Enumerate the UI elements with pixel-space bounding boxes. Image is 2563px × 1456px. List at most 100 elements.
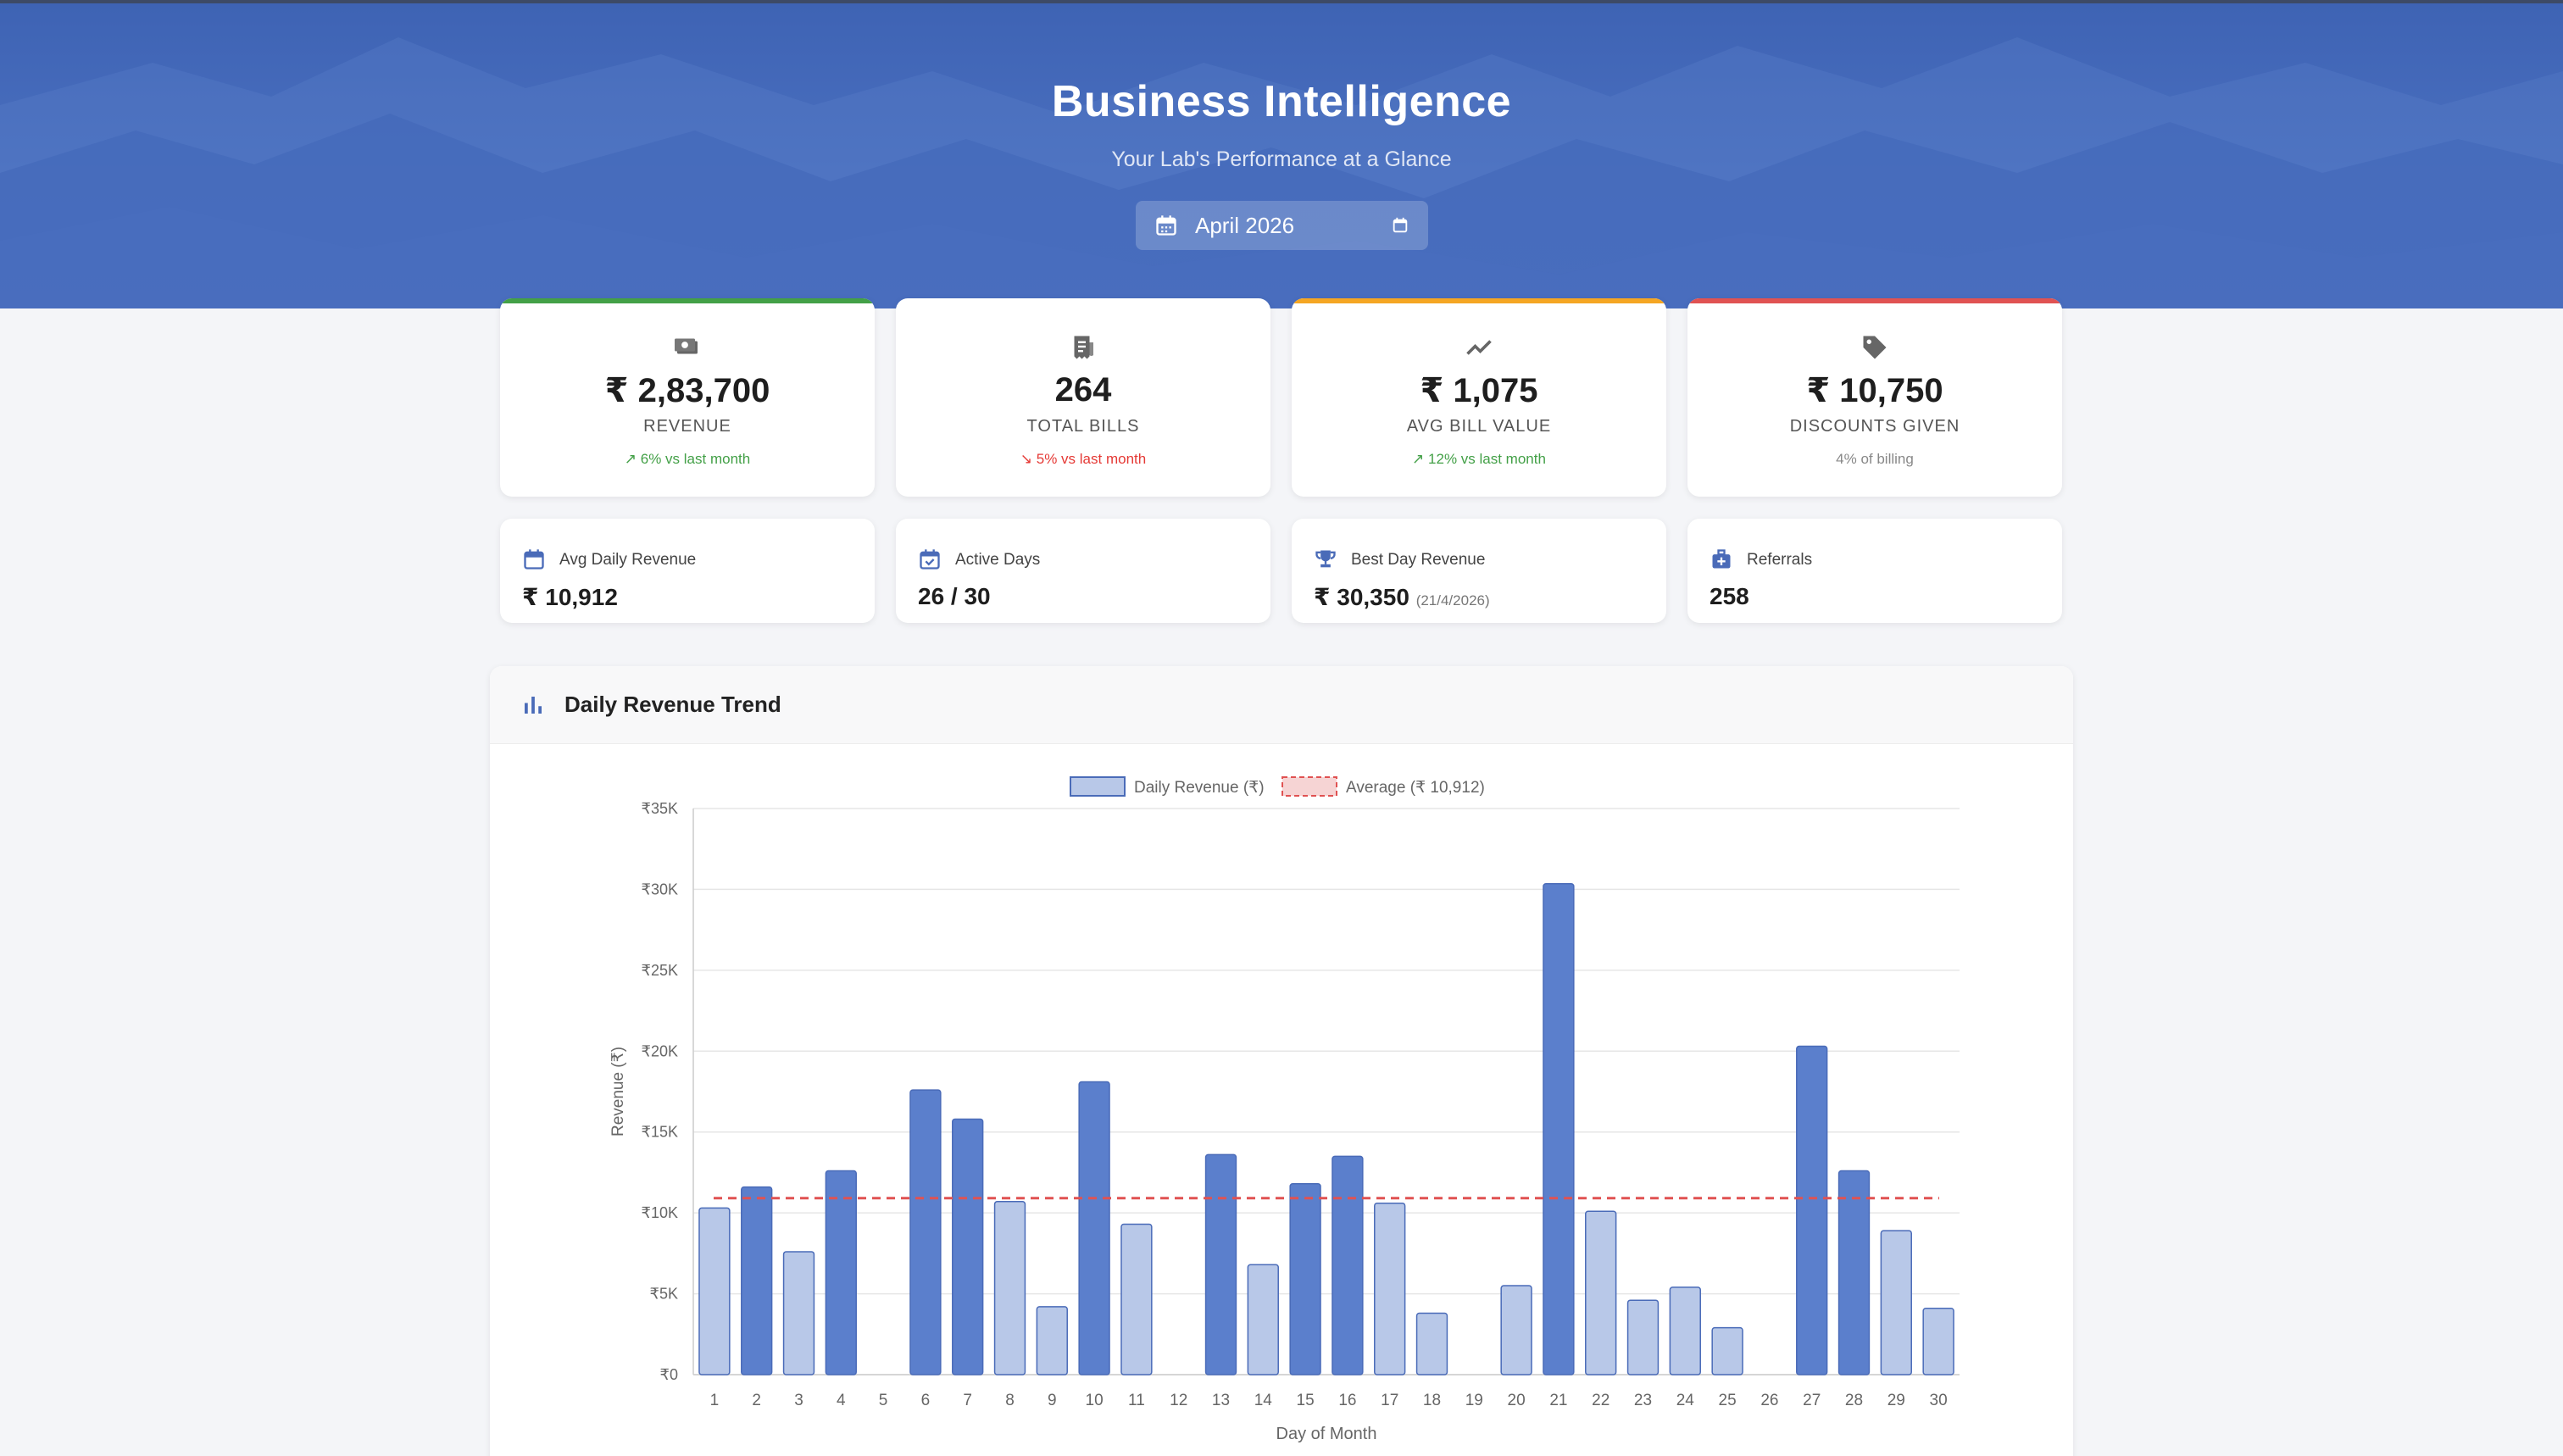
kpi-change: ↘ 5% vs last month bbox=[1020, 451, 1147, 467]
daily-revenue-chart-card: Daily Revenue Trend ₹0 ₹5K ₹10K ₹15K ₹20K ₹25… bbox=[490, 666, 2073, 1456]
x-tick-label: 3 bbox=[794, 1392, 803, 1409]
bar-day-30 bbox=[1922, 1307, 1954, 1375]
bar-day-13 bbox=[1204, 1153, 1237, 1375]
chart-header: Daily Revenue Trend bbox=[490, 666, 2073, 744]
tag-icon bbox=[1863, 336, 1887, 359]
x-tick-label: 19 bbox=[1465, 1392, 1483, 1409]
kpi-change: ↗ 12% vs last month bbox=[1412, 451, 1546, 467]
x-tick-label: 10 bbox=[1086, 1392, 1104, 1409]
bar-day-24 bbox=[1669, 1287, 1701, 1375]
calendar-check-icon bbox=[920, 549, 940, 570]
y-tick-label: ₹0 bbox=[660, 1366, 678, 1383]
kpi-label: AVG BILL VALUE bbox=[1406, 417, 1552, 436]
month-picker[interactable]: April 2026 bbox=[1136, 201, 1428, 250]
bar-day-1 bbox=[698, 1207, 731, 1375]
kpi-value: ₹ 2,83,700 bbox=[604, 372, 770, 409]
kpi-value: ₹ 1,075 bbox=[1420, 372, 1538, 409]
x-tick-label: 28 bbox=[1845, 1392, 1863, 1409]
legend-label-average: Average (₹ 10,912) bbox=[1346, 779, 1485, 797]
bar-day-27 bbox=[1796, 1045, 1828, 1375]
stat-note: (21/4/2026) bbox=[1415, 592, 1490, 609]
x-tick-label: 1 bbox=[710, 1392, 720, 1409]
bar-day-21 bbox=[1543, 882, 1575, 1375]
x-tick-label: 4 bbox=[837, 1392, 846, 1409]
x-tick-label: 7 bbox=[963, 1392, 972, 1409]
x-tick-label: 25 bbox=[1719, 1392, 1737, 1409]
stat-card-best-day-revenue: Best Day Revenue ₹ 30,350 (21/4/2026) bbox=[1292, 519, 1666, 623]
x-tick-label: 29 bbox=[1888, 1392, 1905, 1409]
bar-day-2 bbox=[741, 1186, 773, 1375]
x-tick-label: 26 bbox=[1760, 1392, 1778, 1409]
trending-up-icon bbox=[1466, 340, 1492, 355]
stat-card-avg-daily-revenue: Avg Daily Revenue ₹ 10,912 bbox=[500, 519, 875, 623]
x-tick-label: 14 bbox=[1254, 1392, 1273, 1409]
legend-swatch-daily-revenue bbox=[1070, 776, 1126, 797]
kpi-label: TOTAL BILLS bbox=[1026, 417, 1140, 436]
trending-up-icon: ↗ bbox=[1412, 451, 1425, 467]
stat-value: ₹ 30,350 (21/4/2026) bbox=[1314, 584, 1490, 610]
stat-value: ₹ 10,912 bbox=[522, 584, 618, 610]
receipt-icon bbox=[1074, 336, 1093, 359]
kpi-label: REVENUE bbox=[643, 417, 731, 436]
x-tick-label: 8 bbox=[1005, 1392, 1015, 1409]
y-axis-title: Revenue (₹) bbox=[609, 1047, 627, 1136]
trending-up-icon: ↗ bbox=[624, 451, 637, 467]
bar-day-18 bbox=[1415, 1312, 1448, 1375]
stat-label: Active Days bbox=[955, 551, 1041, 569]
x-tick-label: 11 bbox=[1128, 1392, 1145, 1409]
kpi-card-discounts: ₹ 10,750 DISCOUNTS GIVEN 4% of billing bbox=[1687, 298, 2062, 497]
y-tick-label: ₹10K bbox=[642, 1204, 678, 1221]
kpi-card-revenue: ₹ 2,83,700 REVENUE ↗ 6% vs last month bbox=[500, 298, 875, 497]
x-tick-label: 20 bbox=[1508, 1392, 1526, 1409]
x-tick-label: 12 bbox=[1170, 1392, 1187, 1409]
calendar-picker-icon[interactable] bbox=[1391, 216, 1409, 235]
x-tick-label: 6 bbox=[921, 1392, 931, 1409]
bar-day-28 bbox=[1837, 1170, 1871, 1375]
hero-header: Business Intelligence Your Lab's Perform… bbox=[0, 0, 2563, 308]
bar-day-3 bbox=[782, 1251, 815, 1375]
kpi-card-total-bills: 264 TOTAL BILLS ↘ 5% vs last month bbox=[896, 298, 1270, 497]
legend-swatch-average bbox=[1282, 776, 1337, 797]
x-tick-label: 30 bbox=[1930, 1392, 1948, 1409]
stat-label: Referrals bbox=[1747, 551, 1813, 569]
stat-card-referrals: Referrals 258 bbox=[1687, 519, 2062, 623]
bar-day-10 bbox=[1078, 1081, 1110, 1375]
page-subtitle: Your Lab's Performance at a Glance bbox=[1111, 147, 1452, 171]
bar-day-22 bbox=[1585, 1210, 1617, 1375]
x-tick-label: 24 bbox=[1676, 1392, 1695, 1409]
kpi-accent-bar bbox=[1292, 298, 1666, 303]
kpi-card-avg-bill-value: ₹ 1,075 AVG BILL VALUE ↗ 12% vs last mon… bbox=[1292, 298, 1666, 497]
stat-value: 258 bbox=[1710, 583, 1749, 609]
x-axis-title: Day of Month bbox=[1276, 1425, 1377, 1443]
bar-day-11 bbox=[1120, 1223, 1153, 1375]
bar-day-17 bbox=[1374, 1202, 1406, 1375]
stat-label: Best Day Revenue bbox=[1351, 551, 1486, 569]
y-tick-label: ₹15K bbox=[642, 1124, 678, 1141]
bar-day-25 bbox=[1711, 1326, 1743, 1375]
x-tick-label: 2 bbox=[752, 1392, 761, 1409]
bar-day-4 bbox=[825, 1170, 857, 1375]
bar-day-20 bbox=[1500, 1285, 1532, 1375]
bar-day-16 bbox=[1332, 1155, 1364, 1375]
y-tick-label: ₹25K bbox=[642, 962, 678, 979]
bar-day-23 bbox=[1626, 1299, 1660, 1375]
bar-day-9 bbox=[1036, 1306, 1068, 1375]
x-tick-label: 27 bbox=[1803, 1392, 1821, 1409]
calendar-icon bbox=[1156, 215, 1176, 236]
x-tick-label: 13 bbox=[1212, 1392, 1230, 1409]
money-icon bbox=[675, 338, 698, 354]
y-tick-label: ₹30K bbox=[642, 881, 678, 897]
legend-label-daily-revenue: Daily Revenue (₹) bbox=[1134, 779, 1265, 797]
y-tick-label: ₹20K bbox=[642, 1042, 678, 1059]
kpi-change: ↗ 6% vs last month bbox=[624, 451, 751, 467]
y-tick-label: ₹5K bbox=[650, 1286, 678, 1303]
stat-value: 26 / 30 bbox=[918, 583, 991, 609]
x-tick-label: 21 bbox=[1549, 1392, 1567, 1409]
kpi-label: DISCOUNTS GIVEN bbox=[1789, 417, 1960, 436]
stat-card-active-days: Active Days 26 / 30 bbox=[896, 519, 1270, 623]
kpi-value: ₹ 10,750 bbox=[1806, 372, 1943, 409]
bar-day-14 bbox=[1247, 1264, 1279, 1375]
chart-title: Daily Revenue Trend bbox=[564, 692, 781, 717]
x-tick-label: 17 bbox=[1381, 1392, 1398, 1409]
x-tick-label: 23 bbox=[1634, 1392, 1652, 1409]
